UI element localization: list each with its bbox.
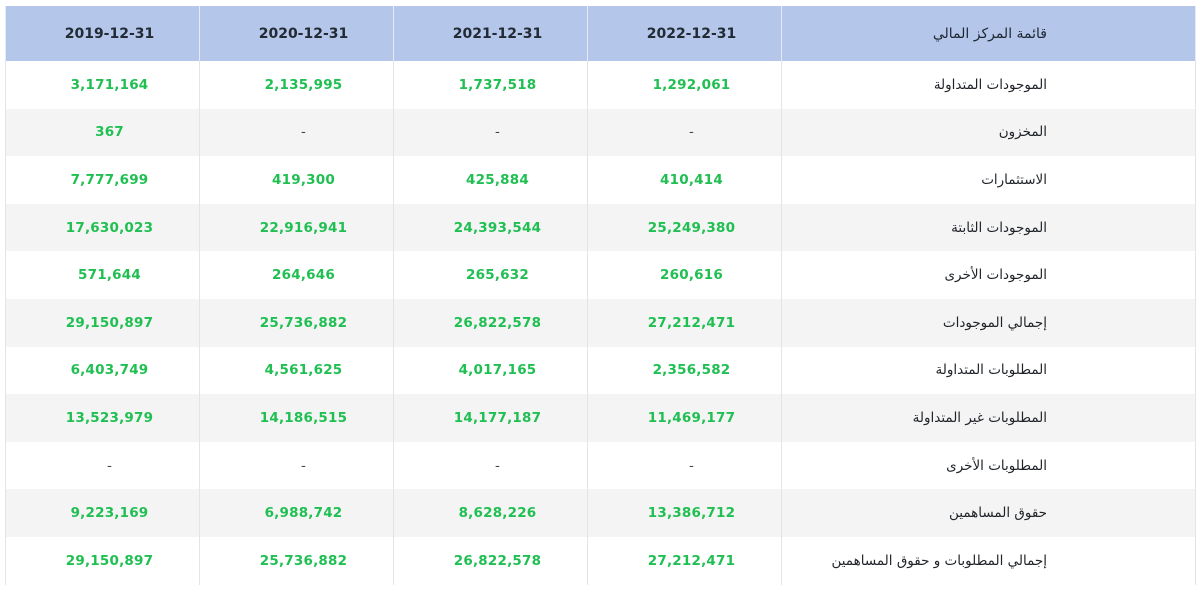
table-row: إجمالي الموجودات 27,212,471 26,822,578 25,7… [5, 298, 1196, 347]
row-value-2020: 419,300 [199, 156, 394, 204]
row-value-2021: 26,822,578 [393, 298, 588, 347]
row-value-2022: 11,469,177 [587, 394, 782, 442]
header-year-2019: 2019-12-31 [5, 6, 200, 61]
row-value-2020: - [199, 441, 394, 490]
row-value-2021: 1,737,518 [393, 61, 588, 109]
row-label: المخزون [781, 108, 1196, 157]
row-value-2020: - [199, 108, 394, 157]
row-value-2021: 14,177,187 [393, 394, 588, 442]
row-value-2019: 9,223,169 [5, 489, 200, 537]
row-value-2020: 6,988,742 [199, 489, 394, 537]
row-value-2021: 425,884 [393, 156, 588, 204]
row-value-2020: 2,135,995 [199, 61, 394, 109]
header-row: قائمة المركز المالي 2022-12-31 2021-12-3… [5, 6, 1196, 61]
row-value-2020: 264,646 [199, 251, 394, 299]
row-value-2022: - [587, 108, 782, 157]
header-year-2022: 2022-12-31 [587, 6, 782, 61]
row-value-2021: 26,822,578 [393, 536, 588, 585]
table-row: المطلوبات المتداولة 2,356,582 4,017,165 4,5… [5, 346, 1196, 395]
row-label: المطلوبات المتداولة [781, 346, 1196, 395]
row-value-2020: 14,186,515 [199, 394, 394, 442]
row-value-2020: 22,916,941 [199, 203, 394, 252]
table-row: المخزون - - -367 [5, 108, 1196, 157]
row-value-2019: 3,171,164 [5, 61, 200, 109]
row-label: المطلوبات الأخرى [781, 441, 1196, 490]
row-value-2022: 27,212,471 [587, 298, 782, 347]
row-value-2019: 17,630,023 [5, 203, 200, 252]
row-value-2022: 1,292,061 [587, 61, 782, 109]
financial-position-table: قائمة المركز المالي 2022-12-31 2021-12-3… [5, 6, 1196, 585]
row-value-2021: - [393, 441, 588, 490]
row-value-2021: 8,628,226 [393, 489, 588, 537]
row-value-2020: 25,736,882 [199, 298, 394, 347]
table-row: المطلوبات الأخرى - - - - [5, 441, 1196, 490]
row-label: الموجودات المتداولة [781, 61, 1196, 109]
row-value-2022: 13,386,712 [587, 489, 782, 537]
header-label: قائمة المركز المالي [781, 6, 1196, 61]
table-row: الموجودات الثابتة 25,249,380 24,393,544 22,… [5, 203, 1196, 252]
row-value-2021: 4,017,165 [393, 346, 588, 395]
row-label: إجمالي المطلوبات و حقوق المساهمين [781, 536, 1196, 585]
row-label: إجمالي الموجودات [781, 298, 1196, 347]
row-label: حقوق المساهمين [781, 489, 1196, 537]
table-row: الموجودات المتداولة 1,292,061 1,737,518 2,1… [5, 61, 1196, 109]
row-value-2019: 6,403,749 [5, 346, 200, 395]
row-value-2019: 367 [5, 108, 200, 157]
row-value-2019: 571,644 [5, 251, 200, 299]
row-value-2020: 25,736,882 [199, 536, 394, 585]
table-row: حقوق المساهمين 13,386,712 8,628,226 6,988,7… [5, 489, 1196, 537]
row-value-2022: 260,616 [587, 251, 782, 299]
row-label: المطلوبات غير المتداولة [781, 394, 1196, 442]
header-year-2021: 2021-12-31 [393, 6, 588, 61]
table-body: الموجودات المتداولة 1,292,061 1,737,518 2,1… [5, 61, 1196, 585]
header-year-2020: 2020-12-31 [199, 6, 394, 61]
row-value-2019: 7,777,699 [5, 156, 200, 204]
row-value-2019: 29,150,897 [5, 536, 200, 585]
row-value-2022: 410,414 [587, 156, 782, 204]
row-value-2021: 265,632 [393, 251, 588, 299]
row-value-2019: 13,523,979 [5, 394, 200, 442]
table-header: قائمة المركز المالي 2022-12-31 2021-12-3… [5, 6, 1196, 61]
financial-position-table-container: قائمة المركز المالي 2022-12-31 2021-12-3… [5, 6, 1196, 585]
row-value-2021: 24,393,544 [393, 203, 588, 252]
row-value-2020: 4,561,625 [199, 346, 394, 395]
row-value-2022: 2,356,582 [587, 346, 782, 395]
row-value-2019: 29,150,897 [5, 298, 200, 347]
row-label: الاستثمارات [781, 156, 1196, 204]
row-value-2022: - [587, 441, 782, 490]
table-row: الاستثمارات 410,414 425,884 419,300 7,777,69… [5, 156, 1196, 204]
table-row: إجمالي المطلوبات و حقوق المساهمين 27,212,… [5, 536, 1196, 585]
row-label: الموجودات الثابتة [781, 203, 1196, 252]
row-value-2019: - [5, 441, 200, 490]
table-row: الموجودات الأخرى 260,616 265,632 264,646 571… [5, 251, 1196, 299]
table-row: المطلوبات غير المتداولة 11,469,177 14,177,… [5, 394, 1196, 442]
row-value-2021: - [393, 108, 588, 157]
row-value-2022: 27,212,471 [587, 536, 782, 585]
row-value-2022: 25,249,380 [587, 203, 782, 252]
row-label: الموجودات الأخرى [781, 251, 1196, 299]
